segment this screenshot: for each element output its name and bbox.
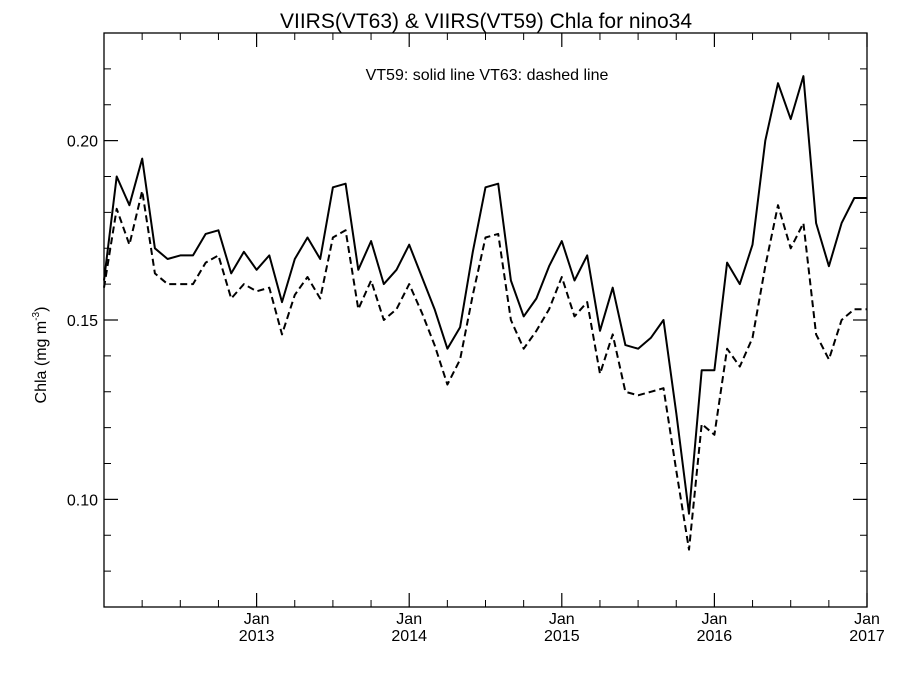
plot-frame <box>103 32 868 608</box>
x-tick-label-year: 2017 <box>849 628 885 645</box>
y-axis-label: Chla (mg m-3) <box>31 307 50 404</box>
minor-ticks <box>104 33 867 607</box>
y-axis-label-close: ) <box>33 307 50 312</box>
y-tick-label: 0.20 <box>67 134 98 151</box>
y-tick-label: 0.15 <box>67 313 98 330</box>
chart-annotation: VT59: solid line VT63: dashed line <box>366 67 609 84</box>
x-tick-label-year: 2016 <box>697 628 733 645</box>
y-axis-label-text: Chla (mg m <box>33 321 50 404</box>
series-line-dashed <box>103 189 867 551</box>
series-layer <box>103 75 867 551</box>
x-tick-label-month: Jan <box>702 611 728 628</box>
x-tick-label-month: Jan <box>549 611 575 628</box>
chart-title: VIIRS(VT63) & VIIRS(VT59) Chla for nino3… <box>280 10 692 33</box>
x-tick-label-month: Jan <box>396 611 422 628</box>
x-tick-label-month: Jan <box>244 611 270 628</box>
x-tick-label-year: 2013 <box>239 628 275 645</box>
series-line-solid <box>103 75 867 515</box>
x-tick-label-year: 2014 <box>391 628 427 645</box>
x-tick-label-year: 2015 <box>544 628 580 645</box>
y-axis: 0.10 0.15 0.20 <box>67 134 867 509</box>
y-tick-label: 0.10 <box>67 492 98 509</box>
x-tick-label-month: Jan <box>854 611 880 628</box>
y-axis-label-superscript: -3 <box>31 311 42 320</box>
